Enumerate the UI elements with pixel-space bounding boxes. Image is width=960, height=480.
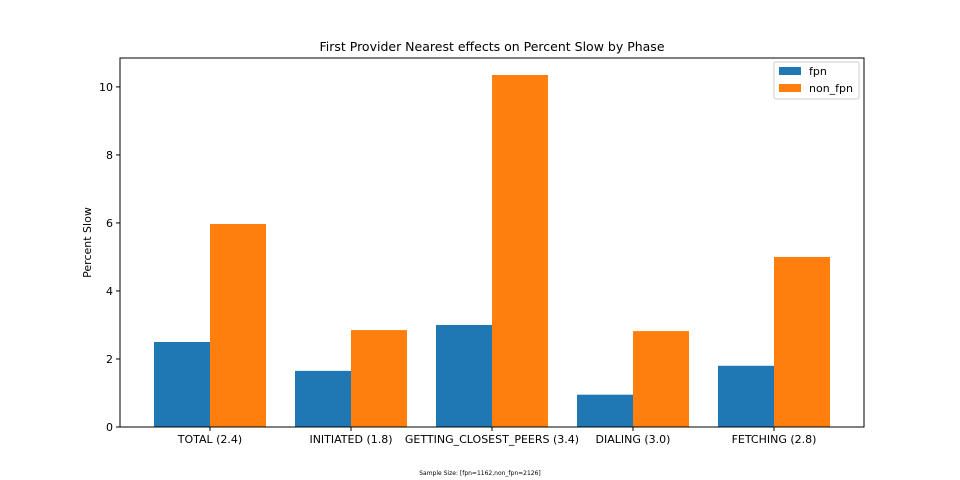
legend-label-fpn: fpn — [809, 65, 827, 78]
y-tick-label: 4 — [106, 285, 113, 298]
y-tick-label: 2 — [106, 353, 113, 366]
y-axis: 0 2 4 6 8 10 — [99, 81, 120, 434]
y-tick-label: 8 — [106, 149, 113, 162]
y-tick-label: 6 — [106, 217, 113, 230]
sample-size-footnote: Sample Size: [fpn=1162,non_fpn=2126] — [419, 470, 541, 477]
bar-non-fpn-5 — [774, 256, 830, 427]
x-tick-label: GETTING_CLOSEST_PEERS (3.4) — [405, 433, 579, 446]
bar-non-fpn-4 — [633, 331, 689, 427]
legend-swatch-non-fpn — [779, 84, 801, 92]
bar-non-fpn-1 — [210, 223, 266, 427]
y-tick-label: 0 — [106, 421, 113, 434]
y-axis-label: Percent Slow — [81, 207, 94, 278]
bar-fpn-4 — [577, 394, 633, 427]
chart-title: First Provider Nearest effects on Percen… — [319, 39, 664, 54]
bar-fpn-1 — [154, 341, 210, 427]
x-tick-label: DIALING (3.0) — [596, 433, 671, 446]
legend-label-non-fpn: non_fpn — [809, 82, 853, 95]
bar-fpn-2 — [295, 370, 351, 427]
legend-swatch-fpn — [779, 67, 801, 75]
x-axis: TOTAL (2.4) INITIATED (1.8) GETTING_CLOSES… — [177, 427, 817, 446]
y-tick-label: 10 — [99, 81, 113, 94]
x-tick-label: INITIATED (1.8) — [309, 433, 392, 446]
bars-layer — [154, 75, 830, 427]
bar-fpn-5 — [718, 365, 774, 427]
bar-non-fpn-3 — [492, 75, 548, 427]
bar-non-fpn-2 — [351, 330, 407, 427]
x-tick-label: FETCHING (2.8) — [732, 433, 817, 446]
legend: fpn non_fpn — [773, 61, 860, 100]
bar-fpn-3 — [436, 324, 492, 427]
x-tick-label: TOTAL (2.4) — [177, 433, 242, 446]
